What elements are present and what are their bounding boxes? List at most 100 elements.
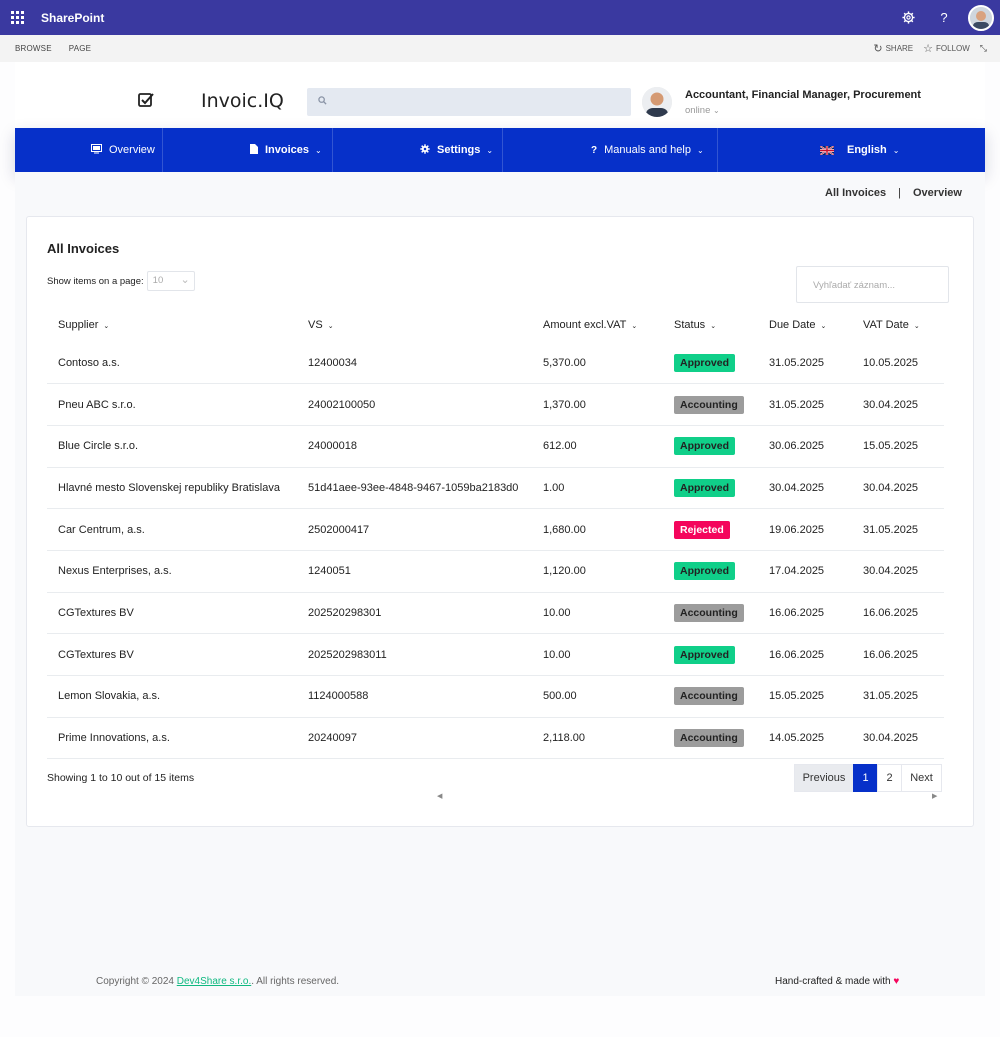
help-icon[interactable]: ? xyxy=(940,10,948,25)
cell-amount: 612.00 xyxy=(543,425,674,468)
table-row[interactable]: Nexus Enterprises, a.s. 1240051 1,120.00 Ap… xyxy=(47,550,944,593)
invoices-table: Supplier ⌄ VS ⌄ Amount excl.VAT ⌄ Status ⌄ D… xyxy=(47,308,944,760)
cell-vs: 1124000588 xyxy=(308,675,543,718)
cell-vat-date: 31.05.2025 xyxy=(863,675,944,718)
status-badge: Approved xyxy=(674,437,736,456)
column-header-status[interactable]: Status ⌄ xyxy=(674,319,717,331)
file-icon xyxy=(250,143,258,157)
nav-manuals-label: Manuals and help xyxy=(604,144,691,156)
search-input[interactable] xyxy=(307,88,631,116)
breadcrumb-overview[interactable]: Overview xyxy=(913,187,962,199)
column-header-amount[interactable]: Amount excl.VAT ⌄ xyxy=(543,319,638,331)
nav-overview-label: Overview xyxy=(109,144,155,156)
showing-info: Showing 1 to 10 out of 15 items xyxy=(47,772,195,784)
cell-vat-date: 30.04.2025 xyxy=(863,717,944,760)
ribbon-tab-page[interactable]: PAGE xyxy=(68,44,92,53)
status-badge: Accounting xyxy=(674,729,744,748)
chevron-down-icon: ⌄ xyxy=(713,106,720,115)
column-header-vs[interactable]: VS ⌄ xyxy=(308,319,334,331)
cell-status: Accounting xyxy=(674,675,769,718)
cell-vs: 24002100050 xyxy=(308,383,543,426)
next-page-button[interactable]: Next xyxy=(901,764,942,792)
app-launcher-icon[interactable] xyxy=(0,0,34,35)
share-button[interactable]: ↻ SHARE xyxy=(873,42,913,55)
table-row[interactable]: Pneu ABC s.r.o. 24002100050 1,370.00 Accoun… xyxy=(47,383,944,426)
table-row[interactable]: Hlavné mesto Slovenskej republiky Bratis… xyxy=(47,467,944,510)
column-header-supplier[interactable]: Supplier ⌄ xyxy=(58,319,110,331)
nav-settings[interactable]: Settings ⌄ xyxy=(420,128,493,172)
sort-chevron-icon: ⌄ xyxy=(820,323,827,330)
table-row[interactable]: Car Centrum, a.s. 2502000417 1,680.00 Rejec… xyxy=(47,508,944,551)
column-header-due-date[interactable]: Due Date ⌄ xyxy=(769,319,827,331)
breadcrumb: All Invoices | Overview xyxy=(825,187,962,199)
status-badge: Approved xyxy=(674,645,736,664)
cell-vs: 20240097 xyxy=(308,717,543,760)
cell-vat-date: 16.06.2025 xyxy=(863,633,944,676)
page-1-button[interactable]: 1 xyxy=(853,764,878,792)
cell-status: Accounting xyxy=(674,592,769,635)
cell-vat-date: 15.05.2025 xyxy=(863,425,944,468)
cell-amount: 1,370.00 xyxy=(543,383,674,426)
table-row[interactable]: Prime Innovations, a.s. 20240097 2,118.00 A… xyxy=(47,717,944,760)
gear-icon[interactable] xyxy=(890,0,926,35)
page-size-select[interactable]: 10 ⌄ xyxy=(146,271,195,291)
cell-vs: 51d41aee-93ee-4848-9467-1059ba2183d0 xyxy=(308,467,543,510)
cell-vat-date: 30.04.2025 xyxy=(863,467,944,510)
company-link[interactable]: Dev4Share s.r.o. xyxy=(176,976,252,987)
cell-due-date: 19.06.2025 xyxy=(769,508,863,551)
cell-supplier: Contoso a.s. xyxy=(47,342,308,385)
user-avatar[interactable] xyxy=(642,87,672,117)
sort-chevron-icon: ⌄ xyxy=(631,323,638,330)
chevron-down-icon: ⌄ xyxy=(892,145,900,155)
breadcrumb-all-invoices[interactable]: All Invoices xyxy=(825,187,887,199)
nav-invoices[interactable]: Invoices ⌄ xyxy=(250,128,322,172)
cell-status: Rejected xyxy=(674,508,769,551)
focus-mode-icon[interactable]: ⤡ xyxy=(979,43,987,53)
table-header-row: Supplier ⌄ VS ⌄ Amount excl.VAT ⌄ Status ⌄ D… xyxy=(47,308,944,342)
breadcrumb-separator: | xyxy=(898,187,901,199)
nav-manuals[interactable]: ? Manuals and help ⌄ xyxy=(591,128,704,172)
suite-bar: SharePoint ? xyxy=(0,0,1000,35)
cell-supplier: Prime Innovations, a.s. xyxy=(47,717,308,760)
column-header-vat-date[interactable]: VAT Date ⌄ xyxy=(863,319,920,331)
ribbon-tab-browse[interactable]: BROWSE xyxy=(15,44,52,53)
table-row[interactable]: Lemon Slovakia, a.s. 1124000588 500.00 Acco… xyxy=(47,675,944,718)
filter-placeholder: Vyhľadať záznam... xyxy=(813,280,896,291)
follow-button[interactable]: ☆ FOLLOW xyxy=(923,42,970,55)
logo-check-icon[interactable] xyxy=(138,92,154,108)
nav-overview[interactable]: Overview xyxy=(91,128,155,172)
sort-chevron-icon: ⌄ xyxy=(913,323,920,330)
scroll-right-icon[interactable]: ▶ xyxy=(932,793,938,800)
filter-input[interactable]: Vyhľadať záznam... xyxy=(796,266,949,303)
chevron-down-icon: ⌄ xyxy=(180,274,190,286)
cell-status: Approved xyxy=(674,425,769,468)
cell-status: Approved xyxy=(674,342,769,385)
user-status[interactable]: online ⌄ xyxy=(685,105,720,116)
table-row[interactable]: Contoso a.s. 12400034 5,370.00 Approved 31.0… xyxy=(47,342,944,385)
made-with-label: Hand-crafted & made with xyxy=(775,976,891,987)
share-icon: ↻ xyxy=(873,43,883,55)
cell-vs: 2502000417 xyxy=(308,508,543,551)
cell-amount: 1,680.00 xyxy=(543,508,674,551)
copyright-prefix: Copyright © 2024 xyxy=(96,976,177,987)
page-size-control: Show items on a page: 10 ⌄ xyxy=(47,271,195,291)
brand-name[interactable]: Invoic.IQ xyxy=(201,90,284,112)
table-row[interactable]: CGTextures BV 202520298301 10.00 Accounting… xyxy=(47,592,944,635)
previous-page-button[interactable]: Previous xyxy=(794,764,854,792)
cell-status: Approved xyxy=(674,633,769,676)
language-selector[interactable]: English ⌄ xyxy=(820,128,899,172)
chevron-down-icon: ⌄ xyxy=(486,145,494,155)
page-2-button[interactable]: 2 xyxy=(877,764,902,792)
copyright-suffix: . All rights reserved. xyxy=(251,976,340,987)
scroll-left-icon[interactable]: ◀ xyxy=(437,793,443,800)
cell-vat-date: 30.04.2025 xyxy=(863,550,944,593)
suite-app-title[interactable]: SharePoint xyxy=(41,10,105,25)
table-row[interactable]: CGTextures BV 2025202983011 10.00 Approved 1… xyxy=(47,633,944,676)
sort-chevron-icon: ⌄ xyxy=(710,323,717,330)
nav-settings-label: Settings xyxy=(437,144,481,156)
table-row[interactable]: Blue Circle s.r.o. 24000018 612.00 Approved… xyxy=(47,425,944,468)
uk-flag-icon xyxy=(820,145,834,155)
avatar[interactable] xyxy=(968,4,994,31)
cell-status: Approved xyxy=(674,467,769,510)
cell-vs: 2025202983011 xyxy=(308,633,543,676)
